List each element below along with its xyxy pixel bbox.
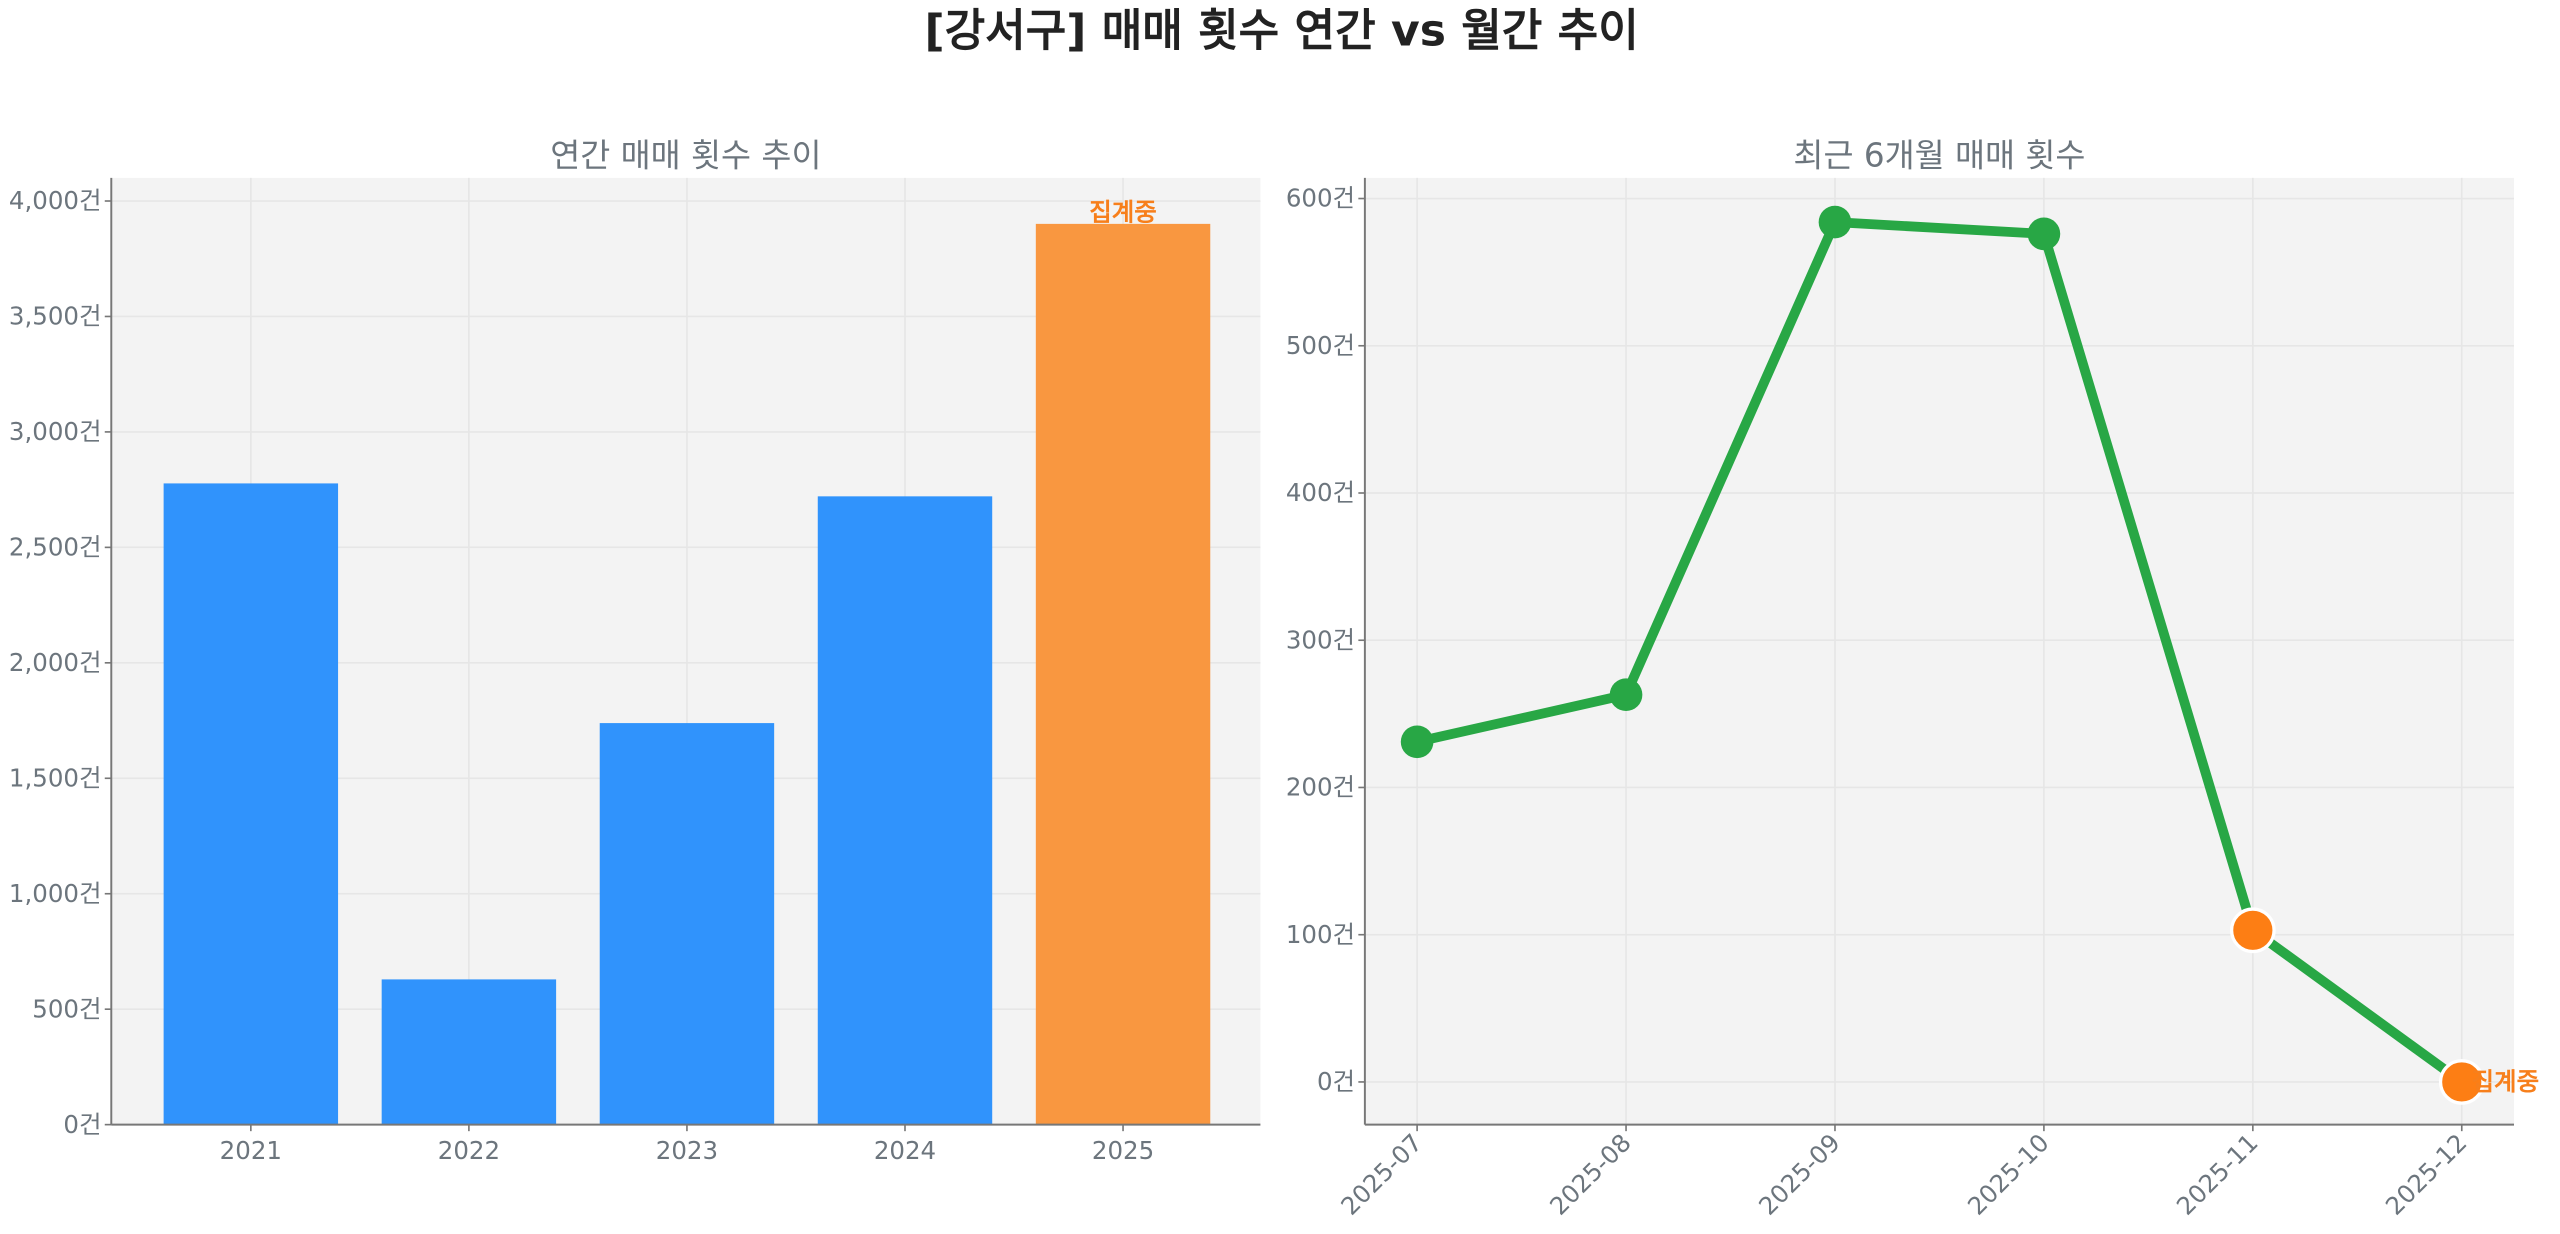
y-tick-label: 1,500건	[9, 763, 102, 792]
x-tick-label: 2025-09	[1753, 1128, 1846, 1221]
bar-2023	[599, 723, 775, 1125]
bar-annotation: 집계중	[1089, 198, 1157, 227]
x-tick-label: 2025-11	[2171, 1128, 2264, 1221]
subplot-title: 연간 매매 횟수 추이	[550, 136, 821, 174]
x-tick-label: 2021	[220, 1136, 282, 1165]
annual-bar-chart: 0건 500건 1,000건 1,500건 2,000건 2,500건 3,000건 3,50…	[9, 136, 1261, 1165]
y-tick-label: 3,500건	[9, 302, 102, 331]
point-2025-12	[2438, 1059, 2485, 1105]
y-tick-label: 0건	[63, 1110, 101, 1139]
y-tick-label: 200건	[1286, 773, 1355, 802]
y-tick-label: 400건	[1286, 478, 1355, 507]
point-2025-10	[2027, 217, 2061, 251]
y-tick-label: 500건	[32, 994, 101, 1023]
bar-2022	[381, 979, 557, 1125]
point-2025-07	[1400, 725, 1434, 759]
point-2025-08	[1609, 678, 1643, 712]
bar-2021	[163, 483, 339, 1125]
x-tick-label: 2025	[1092, 1136, 1154, 1165]
x-tick-label: 2024	[874, 1136, 936, 1165]
y-tick-label: 1,000건	[9, 879, 102, 908]
point-2025-09	[1818, 205, 1852, 239]
x-tick-label: 2023	[656, 1136, 718, 1165]
y-tick-label: 100건	[1286, 920, 1355, 949]
y-tick-label: 500건	[1286, 331, 1355, 360]
y-tick-label: 2,000건	[9, 648, 102, 677]
x-tick-label: 2025-08	[1544, 1128, 1637, 1221]
bar-2025	[1035, 223, 1211, 1125]
x-tick-label: 2025-12	[2380, 1128, 2473, 1221]
y-tick-label: 600건	[1286, 184, 1355, 213]
point-annotation: 집계중	[2472, 1067, 2540, 1096]
x-tick-label: 2025-10	[1962, 1128, 2055, 1221]
x-tick-label: 2022	[438, 1136, 500, 1165]
plot-background	[1364, 177, 2514, 1125]
bar-2024	[817, 496, 993, 1125]
y-tick-label: 2,500건	[9, 533, 102, 562]
y-tick-label: 3,000건	[9, 417, 102, 446]
figure-title: [강서구] 매매 횟수 연간 vs 월간 추이	[924, 6, 1638, 57]
monthly-line-chart: 0건 100건 200건 300건 400건 500건 600건 2025-07 2025-08…	[1286, 136, 2539, 1220]
point-2025-11	[2229, 907, 2276, 954]
y-tick-label: 0건	[1317, 1067, 1355, 1096]
y-tick-label: 300건	[1286, 625, 1355, 654]
trend-line	[1416, 217, 2465, 1086]
subplot-title: 최근 6개월 매매 횟수	[1793, 136, 2085, 174]
y-tick-label: 4,000건	[9, 186, 102, 215]
x-tick-label: 2025-07	[1335, 1128, 1428, 1221]
